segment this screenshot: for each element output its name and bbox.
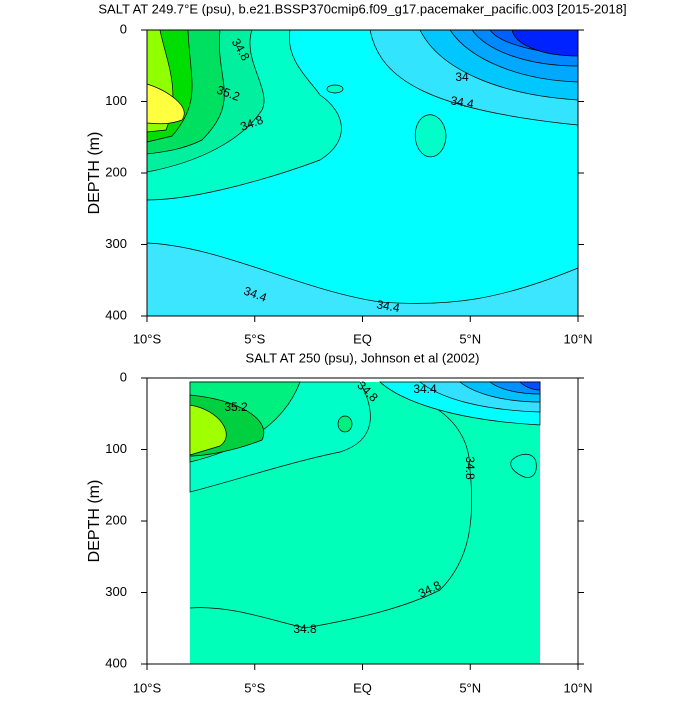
x-tick-label: 10°S [133, 680, 162, 695]
contour-field [146, 29, 579, 317]
y-axis-label: DEPTH (m) [86, 480, 103, 563]
contour-label: 34.4 [449, 93, 475, 111]
x-tick-label: 5°S [244, 680, 265, 695]
contour-label: 34.4 [375, 297, 401, 315]
chart-title: SALT AT 250 (psu), Johnson et al (2002) [246, 350, 480, 365]
contour-label: 34.8 [463, 456, 477, 480]
x-tick-label: 10°S [133, 331, 162, 346]
x-tick-label: 5°N [459, 680, 481, 695]
x-tick-label: 10°N [563, 680, 592, 695]
x-tick-label: EQ [353, 680, 372, 695]
contour-field [189, 381, 541, 664]
contour-label: 34 [455, 70, 469, 84]
y-tick-label: 100 [105, 93, 127, 108]
x-tick-label: 10°N [563, 331, 592, 346]
x-tick-label: 5°N [459, 331, 481, 346]
y-axis-label: DEPTH (m) [86, 132, 103, 215]
contour-label: 35.2 [224, 400, 248, 414]
y-tick-label: 300 [105, 584, 127, 599]
x-tick-label: EQ [353, 331, 372, 346]
y-tick-label: 400 [105, 307, 127, 322]
y-tick-label: 0 [120, 369, 127, 384]
y-tick-label: 200 [105, 164, 127, 179]
contour-label: 34.4 [413, 382, 437, 396]
y-tick-label: 300 [105, 236, 127, 251]
y-tick-label: 100 [105, 441, 127, 456]
x-tick-label: 5°S [244, 331, 265, 346]
contour-label: 34.8 [293, 622, 317, 636]
y-tick-label: 400 [105, 655, 127, 670]
y-tick-label: 200 [105, 512, 127, 527]
chart-title: SALT AT 249.7°E (psu), b.e21.BSSP370cmip… [98, 1, 626, 16]
y-tick-label: 0 [120, 21, 127, 36]
